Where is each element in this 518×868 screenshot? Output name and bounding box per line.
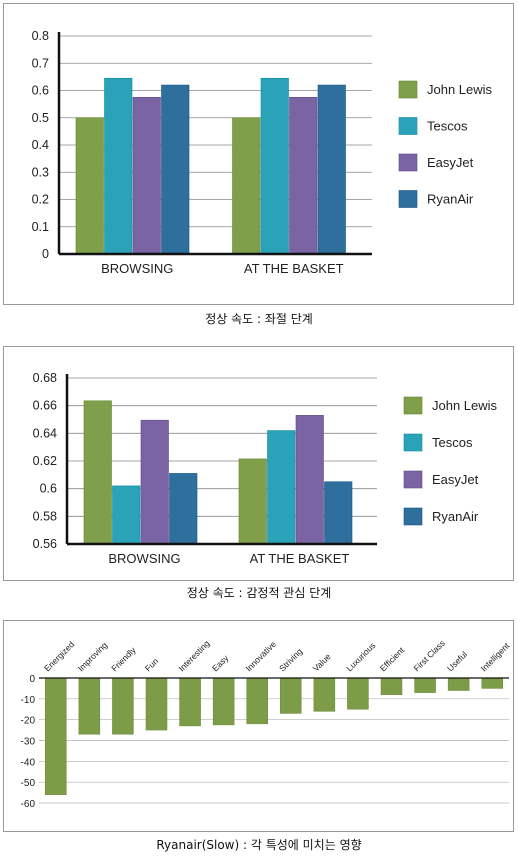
bar <box>112 677 134 735</box>
y-tick-label: 0.5 <box>32 111 49 125</box>
bar <box>313 677 336 712</box>
y-tick-label: 0.64 <box>33 426 57 440</box>
legend-swatch <box>403 470 423 489</box>
bar <box>45 677 67 795</box>
x-tick-label: Striving <box>277 646 304 673</box>
caption-frustration: 정상 속도 : 좌절 단계 <box>205 312 313 326</box>
legend-swatch <box>403 396 423 415</box>
bar <box>260 77 289 255</box>
y-tick-label: 0.8 <box>32 29 49 43</box>
x-tick-label: Useful <box>445 649 469 673</box>
x-tick-label: First Class <box>411 638 446 673</box>
bar <box>238 458 267 545</box>
y-tick-label: 0 <box>29 674 35 685</box>
legend-label: Tescos <box>432 435 473 450</box>
bar <box>324 481 353 545</box>
x-tick-label: Fun <box>143 656 161 674</box>
bar <box>447 677 470 691</box>
y-tick-label: 0.6 <box>40 482 57 496</box>
legend-swatch <box>398 190 418 208</box>
x-tick-label: Luxurious <box>344 640 377 673</box>
bar <box>78 677 101 735</box>
bar <box>169 473 198 545</box>
y-tick-label: -50 <box>21 778 36 789</box>
bar <box>317 84 346 255</box>
bar <box>140 419 169 545</box>
bar <box>295 415 324 545</box>
legend-label: John Lewis <box>427 82 493 97</box>
y-tick-label: 0.1 <box>32 220 49 234</box>
bar <box>246 677 268 725</box>
legend-label: RyanAir <box>432 509 479 524</box>
bar <box>280 677 302 714</box>
x-tick-label: Intelligent <box>479 640 512 673</box>
legend-label: EasyJet <box>432 472 479 487</box>
legend-label: RyanAir <box>427 192 474 207</box>
y-tick-label: 0.56 <box>33 537 57 551</box>
y-tick-label: 0.3 <box>32 165 49 179</box>
legend-swatch <box>398 80 418 99</box>
y-tick-label: -40 <box>21 757 36 768</box>
y-tick-label: -10 <box>21 695 36 706</box>
y-tick-label: 0.6 <box>32 84 49 98</box>
y-tick-label: 0.66 <box>33 399 57 413</box>
x-tick-label: Efficient <box>378 645 407 674</box>
y-tick-label: 0.58 <box>33 509 57 523</box>
bar <box>161 84 190 255</box>
bar <box>212 677 235 726</box>
grouped-bar-chart-emotional-interest: 0.56 0.58 0.6 0.62 0.64 0.66 0.68 BROWSING AT TH… <box>33 371 498 566</box>
bar <box>132 97 161 255</box>
y-tick-label: 0.7 <box>32 56 49 70</box>
bar <box>267 430 296 545</box>
y-tick-label: 0.4 <box>32 138 49 152</box>
bar <box>83 400 112 545</box>
x-tick-label: Energized <box>42 639 76 673</box>
bar <box>380 677 403 695</box>
y-tick-label: 0 <box>42 247 49 261</box>
bar <box>75 117 104 255</box>
y-tick-label: 0.2 <box>32 193 49 207</box>
legend-swatch <box>403 507 423 526</box>
y-tick-label: 0.68 <box>33 371 57 385</box>
x-tick-label: AT THE BASKET <box>244 261 344 276</box>
bar-chart-ryanair-slow: 0 -10 -20 -30 -40 -50 -60 Energized Improving Fri… <box>21 638 512 810</box>
x-tick-label: Easy <box>210 652 231 673</box>
bar <box>104 77 133 255</box>
y-tick-label: 0.62 <box>33 454 57 468</box>
x-tick-label: AT THE BASKET <box>250 551 350 566</box>
bar <box>414 677 436 693</box>
legend-label: John Lewis <box>432 398 498 413</box>
y-tick-label: -20 <box>21 716 36 727</box>
x-tick-label: Improving <box>76 640 110 674</box>
chart-panel-frustration: 0 0.1 0.2 0.3 0.4 0.5 0.6 0.7 0.8 BROWSING AT THE … <box>3 3 514 305</box>
caption-ryanair-slow: Ryanair(Slow) : 각 특성에 미치는 영향 <box>156 838 362 852</box>
legend-label: Tescos <box>427 119 468 134</box>
legend-swatch <box>398 117 418 135</box>
chart-panel-ryanair-slow: 0 -10 -20 -30 -40 -50 -60 Energized Improving Fri… <box>3 620 514 832</box>
bar <box>179 677 201 727</box>
x-tick-label: Interesting <box>176 638 211 673</box>
y-tick-label: -60 <box>21 799 36 810</box>
legend-swatch <box>403 433 423 452</box>
bar <box>289 97 318 255</box>
x-tick-label: Innovative <box>244 639 279 674</box>
chart-panel-emotional-interest: 0.56 0.58 0.6 0.62 0.64 0.66 0.68 BROWSING AT TH… <box>3 346 514 581</box>
x-tick-label: BROWSING <box>101 261 173 276</box>
x-tick-label: Value <box>311 651 333 673</box>
legend-swatch <box>398 153 418 172</box>
bar <box>347 677 369 710</box>
x-tick-label: Friendly <box>109 644 138 673</box>
y-tick-label: -30 <box>21 737 36 748</box>
x-tick-label: BROWSING <box>108 551 180 566</box>
bar <box>112 485 141 545</box>
bar <box>145 677 168 731</box>
bar <box>232 117 261 255</box>
grouped-bar-chart-frustration: 0 0.1 0.2 0.3 0.4 0.5 0.6 0.7 0.8 BROWSING AT THE … <box>32 29 493 276</box>
legend-label: EasyJet <box>427 155 474 170</box>
caption-emotional-interest: 정상 속도 : 감정적 관심 단계 <box>186 586 332 600</box>
bar <box>481 677 503 689</box>
